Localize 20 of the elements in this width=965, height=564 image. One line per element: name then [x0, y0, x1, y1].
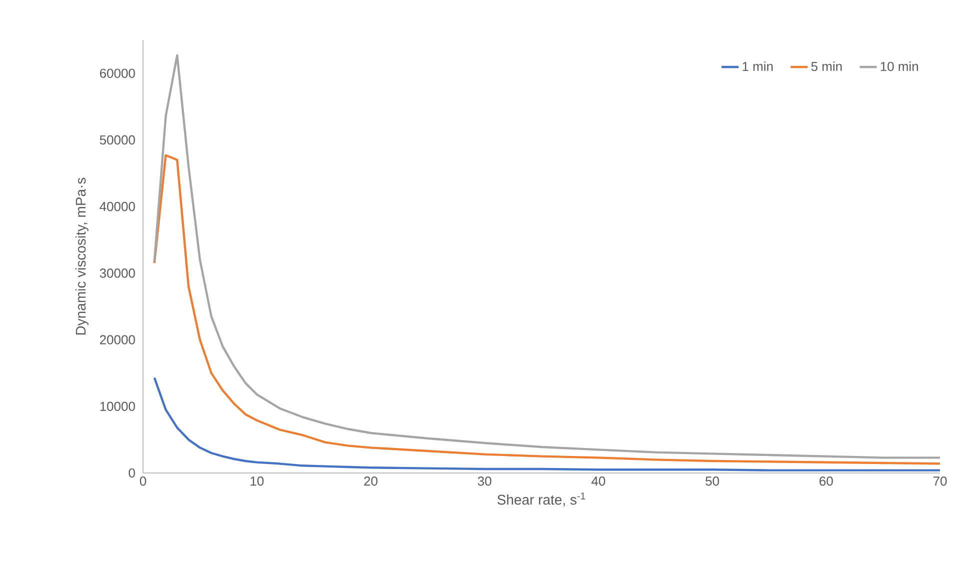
y-axis-title: Dynamic viscosity, mPa·s: [75, 178, 88, 335]
y-tick-label: 20000: [100, 335, 135, 344]
y-tick-label: 0: [128, 468, 135, 478]
x-tick-label: 60: [820, 476, 833, 486]
legend-label: 5 min: [811, 62, 842, 72]
x-tick-label: 10: [250, 476, 264, 486]
legend-label: 1 min: [742, 62, 773, 71]
y-tick-label: 60000: [100, 68, 135, 78]
x-tick-label: 70: [933, 476, 947, 486]
y-tick-label: 40000: [100, 202, 135, 212]
x-tick-label: 30: [478, 476, 492, 486]
y-tick-label: 30000: [100, 268, 135, 278]
x-tick-label: 20: [364, 476, 378, 486]
y-tick-label: 10000: [100, 402, 135, 411]
y-tick-label: 50000: [100, 135, 135, 145]
x-axis-title: Shear rate, s$^{-1}$: [497, 492, 586, 506]
legend-label: 10 min: [880, 62, 918, 72]
x-tick-label: 50: [706, 476, 720, 486]
x-tick-label: 0: [140, 476, 146, 486]
x-tick-label: 40: [592, 476, 606, 486]
